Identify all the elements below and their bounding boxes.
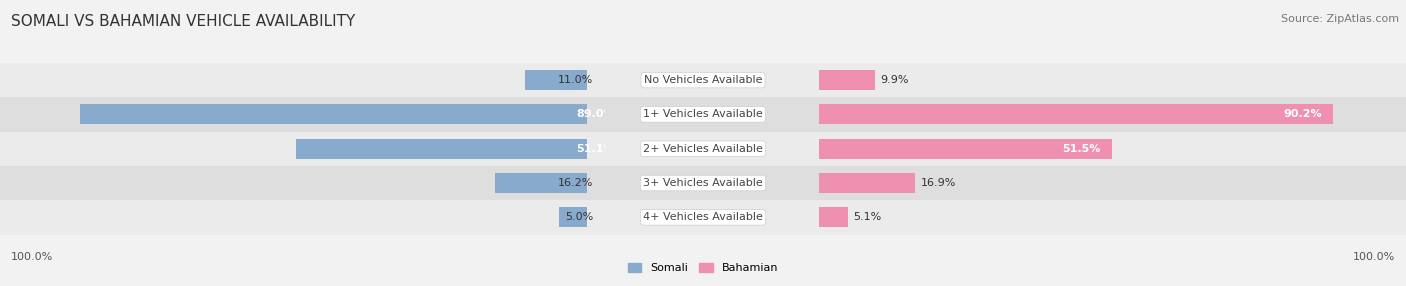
Text: No Vehicles Available: No Vehicles Available [644, 75, 762, 85]
Bar [297, 139, 588, 159]
Text: 90.2%: 90.2% [1282, 110, 1322, 119]
Text: 51.1%: 51.1% [576, 144, 614, 154]
Bar [0, 132, 1406, 166]
Legend: Somali, Bahamian: Somali, Bahamian [624, 258, 782, 278]
Bar [818, 207, 848, 227]
Bar [818, 104, 1333, 124]
Bar [0, 132, 1406, 166]
Text: 9.9%: 9.9% [880, 75, 910, 85]
Text: Source: ZipAtlas.com: Source: ZipAtlas.com [1281, 14, 1399, 24]
Bar [818, 173, 915, 193]
Text: 89.0%: 89.0% [576, 110, 614, 119]
Bar [0, 97, 1406, 132]
Text: 2+ Vehicles Available: 2+ Vehicles Available [643, 144, 763, 154]
Bar [495, 173, 588, 193]
Bar [0, 97, 1406, 132]
Bar [80, 104, 588, 124]
Bar [818, 70, 875, 90]
Text: 5.1%: 5.1% [853, 212, 882, 222]
Text: SOMALI VS BAHAMIAN VEHICLE AVAILABILITY: SOMALI VS BAHAMIAN VEHICLE AVAILABILITY [11, 14, 356, 29]
Bar [0, 132, 1406, 166]
Bar [0, 166, 1406, 200]
Bar [0, 63, 1406, 97]
Bar [0, 63, 1406, 97]
Bar [524, 70, 588, 90]
Text: 100.0%: 100.0% [1353, 252, 1395, 262]
Bar [0, 200, 1406, 235]
Text: 4+ Vehicles Available: 4+ Vehicles Available [643, 212, 763, 222]
Bar [0, 97, 1406, 132]
Bar [0, 63, 1406, 97]
Bar [0, 200, 1406, 235]
Text: 1+ Vehicles Available: 1+ Vehicles Available [643, 110, 763, 119]
Text: 5.0%: 5.0% [565, 212, 593, 222]
Text: 16.2%: 16.2% [558, 178, 593, 188]
Bar [560, 207, 588, 227]
Text: 16.9%: 16.9% [921, 178, 956, 188]
Text: 51.5%: 51.5% [1063, 144, 1101, 154]
Text: 100.0%: 100.0% [11, 252, 53, 262]
Text: 11.0%: 11.0% [558, 75, 593, 85]
Bar [0, 166, 1406, 200]
Bar [0, 166, 1406, 200]
Bar [818, 139, 1112, 159]
Bar [0, 200, 1406, 235]
Text: 3+ Vehicles Available: 3+ Vehicles Available [643, 178, 763, 188]
